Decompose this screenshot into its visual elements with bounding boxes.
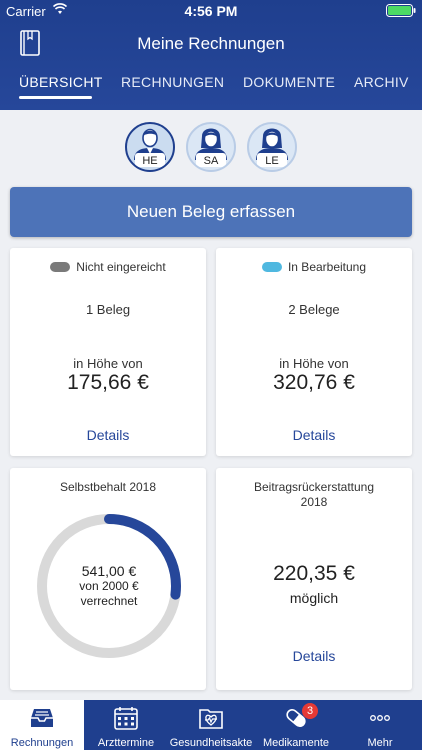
tabbar-label: Medikamente — [262, 737, 330, 749]
battery-icon — [386, 4, 416, 17]
status-bar: Carrier 4:56 PM — [0, 0, 422, 22]
tab-dokumente[interactable]: DOKUMENTE — [243, 74, 336, 90]
refund-subtitle: möglich — [289, 590, 339, 606]
top-tabs: ÜBERSICHT RECHNUNGEN DOKUMENTE ARCHIV — [0, 74, 422, 99]
tabbar-item-arzttermine[interactable]: Arzttermine — [84, 700, 168, 750]
deductible-total: von 2000 € — [79, 579, 139, 593]
clock: 4:56 PM — [184, 3, 238, 19]
avatar-sa[interactable]: SA — [186, 122, 236, 172]
wifi-icon — [53, 3, 67, 14]
health-folder-icon — [199, 709, 223, 729]
carrier-label: Carrier — [6, 4, 46, 19]
receipt-count: 1 Beleg — [85, 302, 131, 317]
bottom-tab-bar: Rechnungen Arzttermine Gesundheitsakte 3… — [0, 700, 422, 750]
page-title: Meine Rechnungen — [137, 34, 285, 53]
pill-icon — [286, 708, 306, 728]
app-header: Carrier 4:56 PM Meine Rechnungen ÜBERSIC… — [0, 0, 422, 110]
tabbar-item-mehr[interactable]: Mehr — [338, 700, 422, 750]
amount-value: 320,76 € — [273, 371, 355, 394]
details-link[interactable]: Details — [292, 648, 336, 664]
card-title: Selbstbehalt 2018 — [59, 480, 157, 494]
deductible-suffix: verrechnet — [80, 594, 138, 608]
status-indicator-gray — [50, 262, 71, 272]
amount-value: 175,66 € — [67, 371, 149, 394]
tabbar-label: Mehr — [367, 737, 393, 749]
inbox-tray-icon — [31, 709, 53, 727]
card-in-bearbeitung: In Bearbeitung 2 Belege in Höhe von 320,… — [216, 248, 412, 456]
avatar-initials: SA — [203, 155, 219, 167]
more-icon — [370, 715, 390, 721]
card-nicht-eingereicht: Nicht eingereicht 1 Beleg in Höhe von 17… — [10, 248, 206, 456]
card-beitragsrueckerstattung: Beitragsrückerstattung 2018 220,35 € mög… — [216, 468, 412, 690]
progress-arc — [37, 514, 181, 658]
tab-rechnungen[interactable]: RECHNUNGEN — [121, 74, 225, 90]
details-link[interactable]: Details — [292, 427, 336, 443]
new-receipt-button[interactable]: Neuen Beleg erfassen — [10, 187, 412, 237]
receipt-count: 2 Belege — [288, 302, 340, 317]
status-label: Nicht eingereicht — [76, 260, 166, 274]
tab-archiv[interactable]: ARCHIV — [354, 74, 409, 90]
tabbar-item-gesundheitsakte[interactable]: Gesundheitsakte — [168, 700, 254, 750]
details-link[interactable]: Details — [86, 427, 130, 443]
amount-label: in Höhe von — [279, 356, 349, 371]
tabbar-item-rechnungen[interactable]: Rechnungen — [0, 700, 84, 750]
avatar-he[interactable]: HE — [125, 122, 175, 172]
tabbar-label: Gesundheitsakte — [169, 737, 253, 749]
deductible-used-amount: 541,00 € — [81, 563, 137, 579]
tab-uebersicht[interactable]: ÜBERSICHT — [19, 74, 103, 90]
status-indicator-blue — [261, 262, 282, 272]
avatar-initials: HE — [142, 155, 158, 167]
avatar-initials: LE — [265, 155, 279, 167]
deductible-progress-ring — [37, 514, 181, 658]
card-selbstbehalt: Selbstbehalt 2018 541,00 € von 2000 € ve… — [10, 468, 206, 690]
medication-badge: 3 — [302, 703, 318, 719]
tabbar-label: Rechnungen — [10, 737, 74, 749]
avatar-le[interactable]: LE — [247, 122, 297, 172]
document-icon[interactable] — [20, 30, 40, 56]
family-member-selector: HE SA LE — [0, 122, 422, 172]
active-tab-indicator — [19, 96, 92, 99]
tabbar-label: Arzttermine — [97, 737, 155, 749]
card-title: Beitragsrückerstattung — [253, 480, 375, 494]
tabbar-item-medikamente[interactable]: 3 Medikamente — [254, 700, 338, 750]
card-title-year: 2018 — [300, 495, 328, 509]
amount-label: in Höhe von — [73, 356, 143, 371]
status-label: In Bearbeitung — [287, 260, 367, 274]
calendar-icon — [114, 707, 138, 730]
refund-amount: 220,35 € — [273, 562, 355, 585]
